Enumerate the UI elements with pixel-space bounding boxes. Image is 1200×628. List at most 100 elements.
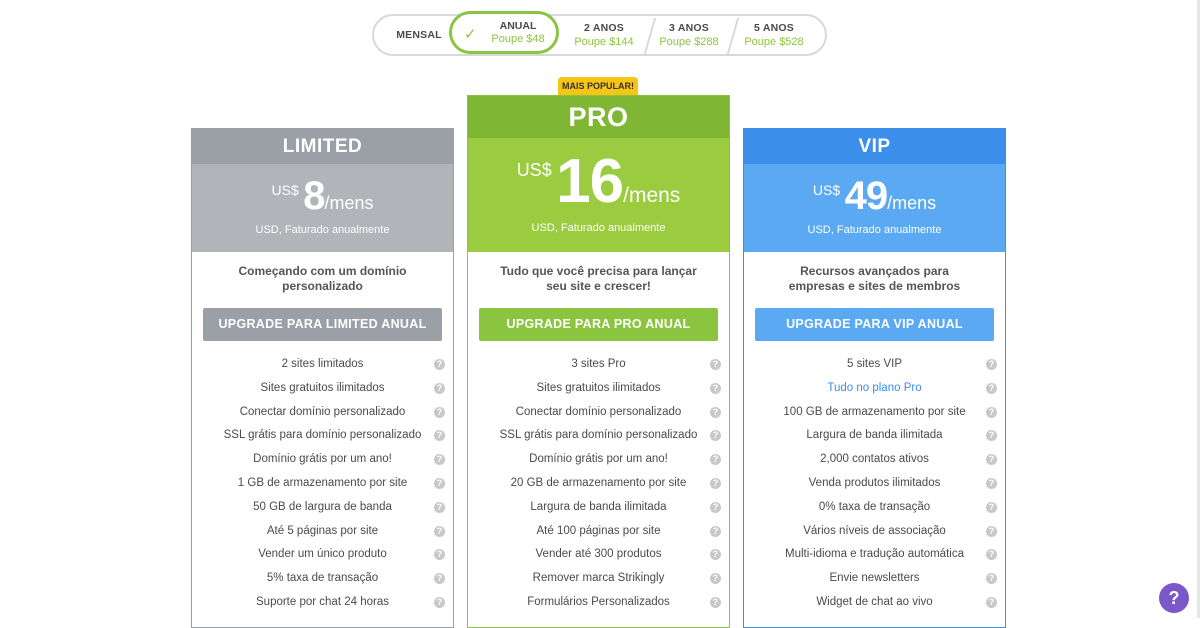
question-mark-icon[interactable]: ? (986, 549, 997, 561)
feature-item[interactable]: Tudo no plano Pro? (744, 377, 1005, 401)
price-period: /mens (324, 193, 374, 213)
question-mark-icon[interactable]: ? (434, 596, 445, 608)
feature-label: 0% taxa de transação (818, 500, 931, 513)
plan-tagline: Tudo que você precisa para lançar seu si… (500, 264, 697, 293)
feature-label: Vários níveis de associação (803, 524, 946, 537)
question-mark-icon[interactable]: ? (710, 477, 721, 489)
question-mark-icon[interactable]: ? (434, 573, 445, 585)
feature-item: Largura de banda ilimitada? (744, 424, 1005, 448)
plan-name: LIMITED (192, 129, 453, 164)
question-mark-icon[interactable]: ? (710, 430, 721, 442)
feature-item: 2,000 contatos ativos? (744, 448, 1005, 472)
feature-item: Suporte por chat 24 horas? (192, 591, 453, 615)
period-savings: Poupe $48 (491, 33, 545, 45)
upgrade-limited-button[interactable]: UPGRADE PARA LIMITED ANUAL (203, 308, 442, 341)
question-mark-icon[interactable]: ? (986, 359, 997, 370)
question-mark-icon[interactable]: ? (710, 454, 721, 466)
feature-item: Domínio grátis por um ano!? (192, 448, 453, 472)
feature-item: Formulários Personalizados? (468, 591, 729, 615)
feature-list: 5 sites VIP? Tudo no plano Pro? 100 GB de … (744, 353, 1005, 615)
feature-item: SSL grátis para domínio personalizado? (468, 424, 729, 448)
question-mark-icon[interactable]: ? (986, 406, 997, 418)
billing-period-selector: MENSAL 2 ANOS Poupe $144 3 ANOS Poupe $2… (372, 14, 827, 56)
period-option-anual-selected[interactable]: ✓ ANUAL Poupe $48 (449, 11, 559, 54)
question-mark-icon[interactable]: ? (434, 477, 445, 489)
billing-note: USD, Faturado anualmente (807, 224, 942, 236)
feature-label: Domínio grátis por um ano! (253, 453, 392, 466)
period-label: ANUAL (499, 20, 537, 32)
question-mark-icon[interactable]: ? (986, 596, 997, 608)
question-mark-icon[interactable]: ? (986, 525, 997, 537)
period-label: MENSAL (396, 29, 442, 41)
question-mark-icon[interactable]: ? (710, 525, 721, 537)
feature-label: 50 GB de largura de banda (253, 500, 392, 513)
price-box: US$ 16/mens USD, Faturado anualmente (468, 138, 729, 252)
help-question-icon[interactable]: ? (1159, 583, 1189, 613)
feature-label: Conectar domínio personalizado (515, 405, 682, 418)
question-mark-icon[interactable]: ? (710, 573, 721, 585)
upgrade-pro-button[interactable]: UPGRADE PARA PRO ANUAL (479, 308, 718, 341)
feature-label: 1 GB de armazenamento por site (237, 476, 408, 489)
feature-label: Vender até 300 produtos (535, 548, 662, 561)
price-amount: 49 (844, 174, 888, 218)
period-option-mensal[interactable]: MENSAL (384, 16, 454, 54)
feature-label: Sites gratuitos ilimitados (536, 381, 661, 394)
feature-item: Widget de chat ao vivo? (744, 591, 1005, 615)
question-mark-icon[interactable]: ? (434, 359, 445, 370)
feature-item: 50 GB de largura de banda? (192, 496, 453, 520)
feature-label: Até 100 páginas por site (536, 524, 661, 537)
feature-item: Vender até 300 produtos? (468, 543, 729, 567)
feature-label: Venda produtos ilimitados (808, 476, 941, 489)
question-mark-icon[interactable]: ? (986, 454, 997, 466)
feature-item: 5 sites VIP? (744, 353, 1005, 377)
feature-item: Até 100 páginas por site? (468, 520, 729, 544)
question-mark-icon[interactable]: ? (710, 359, 721, 370)
billing-note: USD, Faturado anualmente (531, 222, 666, 234)
question-mark-icon[interactable]: ? (434, 525, 445, 537)
question-mark-icon[interactable]: ? (986, 382, 997, 394)
feature-item: Sites gratuitos ilimitados? (192, 377, 453, 401)
feature-item: 5% taxa de transação? (192, 567, 453, 591)
feature-label: Conectar domínio personalizado (239, 405, 406, 418)
question-mark-icon[interactable]: ? (986, 477, 997, 489)
period-option-2-anos[interactable]: 2 ANOS Poupe $144 (564, 16, 644, 54)
question-mark-icon[interactable]: ? (710, 549, 721, 561)
feature-item: 2 sites limitados? (192, 353, 453, 377)
question-mark-icon[interactable]: ? (710, 596, 721, 608)
question-mark-icon[interactable]: ? (986, 501, 997, 513)
period-option-3-anos[interactable]: 3 ANOS Poupe $288 (649, 16, 729, 54)
question-mark-icon[interactable]: ? (434, 454, 445, 466)
feature-item: Vários níveis de associação? (744, 520, 1005, 544)
feature-item: 100 GB de armazenamento por site? (744, 401, 1005, 425)
feature-item: Vender um único produto? (192, 543, 453, 567)
feature-item: Domínio grátis por um ano!? (468, 448, 729, 472)
question-mark-icon[interactable]: ? (710, 406, 721, 418)
question-mark-icon[interactable]: ? (710, 501, 721, 513)
price-period: /mens (887, 193, 937, 213)
feature-item: Conectar domínio personalizado? (468, 401, 729, 425)
period-label: 3 ANOS (669, 22, 709, 34)
feature-item: Envie newsletters? (744, 567, 1005, 591)
question-mark-icon[interactable]: ? (434, 501, 445, 513)
feature-item: 0% taxa de transação? (744, 496, 1005, 520)
question-mark-icon[interactable]: ? (434, 430, 445, 442)
question-mark-icon[interactable]: ? (434, 406, 445, 418)
upgrade-vip-button[interactable]: UPGRADE PARA VIP ANUAL (755, 308, 994, 341)
scrollbar[interactable] (1197, 0, 1200, 618)
feature-label: Suporte por chat 24 horas (256, 595, 389, 608)
price-box: US$ 49/mens USD, Faturado anualmente (744, 164, 1005, 252)
feature-label: Até 5 páginas por site (266, 524, 379, 537)
feature-label: Remover marca Strikingly (532, 572, 665, 585)
question-mark-icon[interactable]: ? (434, 382, 445, 394)
question-mark-icon[interactable]: ? (710, 382, 721, 394)
question-mark-icon[interactable]: ? (986, 573, 997, 585)
question-mark-icon[interactable]: ? (434, 549, 445, 561)
question-mark-icon[interactable]: ? (986, 430, 997, 442)
most-popular-badge: MAIS POPULAR! (558, 77, 638, 95)
plan-card-vip: VIP US$ 49/mens USD, Faturado anualmente… (743, 128, 1006, 628)
period-option-5-anos[interactable]: 5 ANOS Poupe $528 (734, 16, 814, 54)
period-label: 5 ANOS (754, 22, 794, 34)
price: US$ 16/mens (468, 146, 729, 217)
feature-item: Multi-idioma e tradução automática? (744, 543, 1005, 567)
feature-item: 1 GB de armazenamento por site? (192, 472, 453, 496)
